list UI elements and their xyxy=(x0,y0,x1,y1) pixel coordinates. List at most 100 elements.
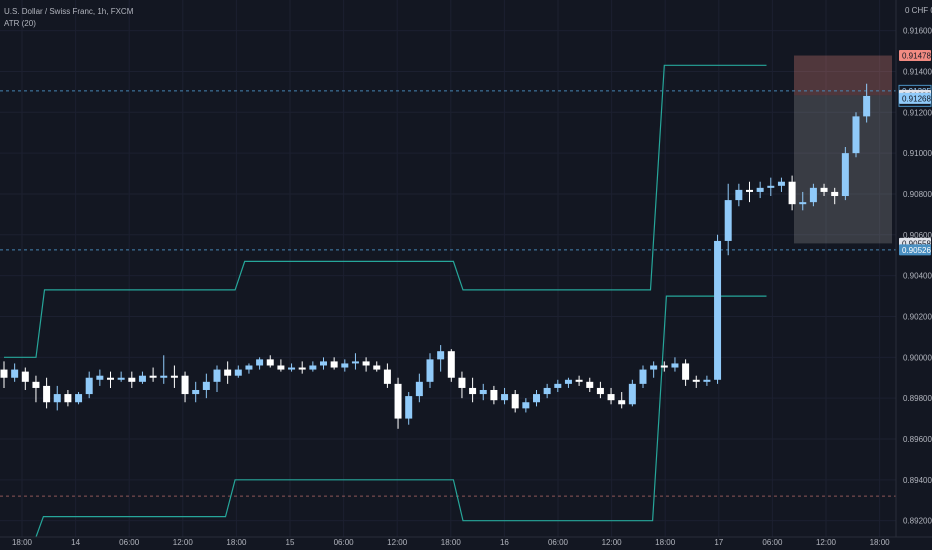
candle xyxy=(96,369,104,386)
candle-body xyxy=(202,381,210,390)
candle xyxy=(618,392,626,409)
candle-body xyxy=(660,365,668,368)
candle-body xyxy=(522,402,530,409)
time-axis[interactable]: 18:00 14 06:00 12:00 18:00 15 06:00 12:00 18:00 1… xyxy=(0,536,932,547)
candle-body xyxy=(543,387,551,395)
candle-body xyxy=(650,365,658,370)
candle-body xyxy=(234,369,242,376)
candle xyxy=(320,357,327,370)
candle xyxy=(575,375,583,386)
candle xyxy=(564,377,572,388)
candle-body xyxy=(107,377,114,380)
price-ticks: 0.91600 0.91400 0.91200 0.91000 0.90800 0.906… xyxy=(903,27,932,526)
candle xyxy=(682,359,690,386)
candle xyxy=(213,365,221,393)
candle xyxy=(117,371,125,382)
candle-body xyxy=(746,189,753,192)
candle xyxy=(501,387,509,405)
candle xyxy=(671,357,679,372)
price-tick-label: 0.90400 xyxy=(903,272,932,281)
candles xyxy=(0,83,871,429)
svg-text:0.91478: 0.91478 xyxy=(902,52,931,61)
candle xyxy=(224,361,232,384)
candle xyxy=(415,373,423,403)
candle xyxy=(852,112,860,158)
candle xyxy=(64,389,72,407)
candle xyxy=(820,183,828,197)
candle xyxy=(245,363,253,374)
time-ticks: 18:00 14 06:00 12:00 18:00 15 06:00 12:00 18:00 1… xyxy=(12,538,890,547)
candle xyxy=(596,381,604,399)
candle xyxy=(426,353,434,388)
price-tick-label: 0.89600 xyxy=(903,435,932,444)
candle-body xyxy=(394,383,402,419)
candle-body xyxy=(362,361,370,366)
candle-body xyxy=(820,187,828,192)
candle-body xyxy=(170,375,178,378)
candle-body xyxy=(309,365,317,370)
candle-body xyxy=(469,387,477,395)
time-tick-label: 12:00 xyxy=(387,538,408,547)
candle-body xyxy=(320,361,327,366)
svg-text:0.91268: 0.91268 xyxy=(902,94,931,103)
candle-body xyxy=(213,369,221,382)
price-tick-label: 0.89200 xyxy=(903,517,932,526)
candle xyxy=(777,177,785,192)
candle-body xyxy=(714,240,722,380)
price-tick-label: 0.91200 xyxy=(903,108,932,117)
candle xyxy=(53,385,61,411)
candle-body xyxy=(618,400,626,405)
line-price-label: 0.90526 xyxy=(899,244,931,256)
candle-body xyxy=(724,200,732,241)
candle-body xyxy=(756,187,764,192)
indicator-title[interactable]: ATR (20) xyxy=(4,19,36,28)
candle xyxy=(373,361,381,372)
time-tick-label: 18:00 xyxy=(441,538,462,547)
candle-body xyxy=(788,181,796,205)
price-axis[interactable]: 0 CHF 0 0.91600 0.91400 0.91200 0.91000 0.90… xyxy=(895,0,932,537)
candle-body xyxy=(85,377,93,395)
candle xyxy=(607,387,615,405)
candle xyxy=(703,375,711,386)
candle-body xyxy=(511,394,519,409)
candle-body xyxy=(245,365,253,370)
candle-body xyxy=(575,379,583,382)
candle xyxy=(756,181,764,199)
time-tick-label: 16 xyxy=(500,538,509,547)
candle xyxy=(490,385,498,405)
atr-band-line xyxy=(4,64,767,358)
price-tick-label: 0.89400 xyxy=(903,476,932,485)
plot-area[interactable] xyxy=(0,0,896,538)
candle xyxy=(277,359,285,372)
price-tick-label: 0.90600 xyxy=(903,231,932,240)
candle xyxy=(181,371,189,403)
candle xyxy=(138,371,146,384)
candle-body xyxy=(288,367,296,370)
candle-body xyxy=(160,375,168,378)
price-tick-label: 0.90000 xyxy=(903,353,932,362)
candle-body xyxy=(554,383,562,388)
time-tick-label: 18:00 xyxy=(226,538,247,547)
candle-body xyxy=(64,394,72,403)
candle-body xyxy=(21,371,29,382)
candle-body xyxy=(501,394,509,401)
atr-band-line xyxy=(35,295,767,538)
candle-body xyxy=(128,377,136,382)
candle xyxy=(75,392,83,405)
candle xyxy=(650,361,658,378)
time-tick-label: 12:00 xyxy=(602,538,623,547)
candle-body xyxy=(426,359,434,382)
candle-body xyxy=(628,383,636,405)
candle-body xyxy=(692,379,700,382)
candle xyxy=(458,371,466,399)
candle-body xyxy=(277,365,285,370)
symbol-title[interactable]: U.S. Dollar / Swiss Franc, 1h, FXCM xyxy=(4,7,134,16)
candle-body xyxy=(256,359,264,366)
candle-body xyxy=(735,189,743,201)
candle xyxy=(692,375,700,388)
candle xyxy=(351,353,359,370)
candle xyxy=(107,371,114,388)
price-tick-label: 0.89800 xyxy=(903,394,932,403)
candle xyxy=(586,377,594,393)
